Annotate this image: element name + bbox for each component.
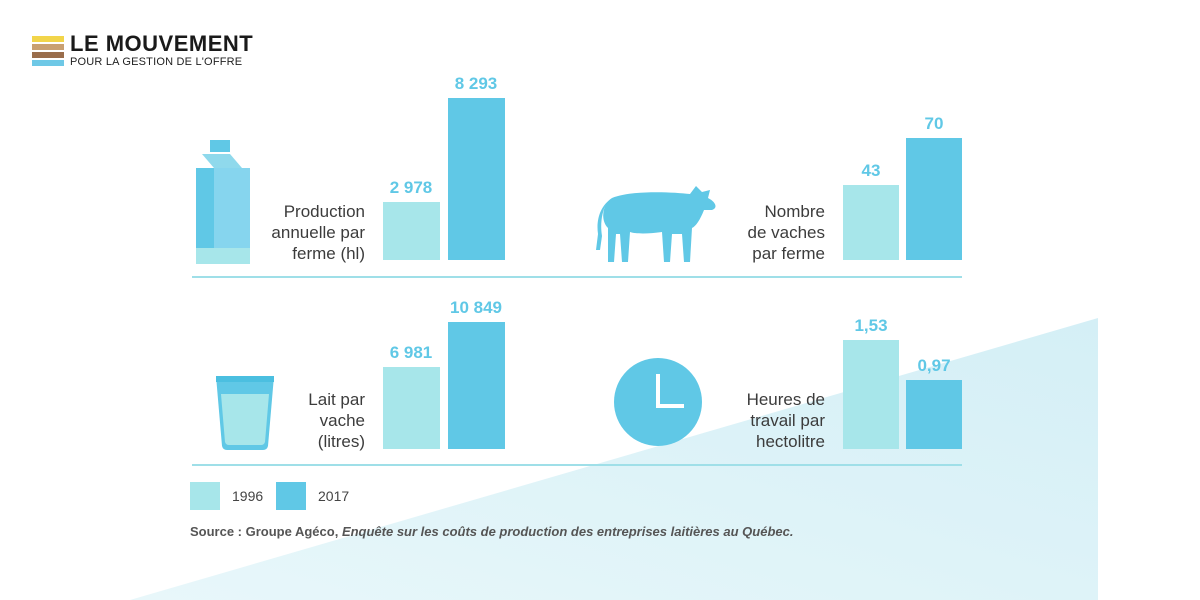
legend-item-2017: 2017 [276, 482, 349, 510]
label-line: hectolitre [756, 432, 825, 451]
data-label-2017: 0,97 [917, 356, 951, 375]
data-label-1996: 43 [861, 161, 881, 180]
divider-top [192, 276, 962, 278]
label-line: Production [283, 202, 365, 221]
brand-title: LE MOUVEMENT [70, 31, 254, 56]
label-line: vache [319, 411, 365, 430]
label-line: de vaches [747, 223, 826, 242]
bar-2017 [448, 322, 505, 449]
chart-label: Heures de travail par hectolitre [747, 389, 825, 452]
clock-icon [614, 358, 702, 446]
label-line: Heures de [746, 390, 825, 409]
logo-stripe [32, 44, 64, 50]
label-line: Nombre [764, 202, 825, 221]
label-line: ferme (hl) [292, 244, 365, 263]
brand-subtitle: POUR LA GESTION DE L'OFFRE [70, 56, 243, 68]
chart-label: Nombre de vaches par ferme [748, 201, 826, 264]
data-label-1996: 2 978 [389, 178, 433, 197]
cow-icon [596, 186, 716, 262]
label-line: (litres) [317, 432, 365, 451]
label-line: annuelle par [271, 223, 365, 242]
logo-stripes [32, 36, 64, 68]
bar-1996 [383, 367, 440, 449]
logo-stripe [32, 60, 64, 66]
data-label-2017: 70 [924, 114, 944, 133]
divider-bottom [192, 464, 962, 466]
data-label-2017: 8 293 [454, 74, 498, 93]
data-label-1996: 6 981 [389, 343, 433, 362]
bar-2017 [448, 98, 505, 260]
label-line: par ferme [752, 244, 825, 263]
legend-item-1996: 1996 [190, 482, 263, 510]
data-label-1996: 1,53 [854, 316, 888, 335]
bar-2017 [906, 138, 962, 260]
bar-2017 [906, 380, 962, 449]
source-prefix: Source : Groupe Agéco, [190, 524, 342, 539]
source-note: Source : Groupe Agéco, Enquête sur les c… [190, 524, 793, 539]
logo-stripe [32, 36, 64, 42]
milk-carton-icon [196, 140, 250, 264]
legend-label: 1996 [232, 488, 264, 504]
legend-swatch [276, 482, 306, 510]
legend-swatch [190, 482, 220, 510]
bar-1996 [383, 202, 440, 260]
label-line: travail par [750, 411, 825, 430]
label-line: Lait par [308, 390, 365, 409]
data-label-2017: 10 849 [450, 298, 502, 317]
bar-1996 [843, 185, 899, 260]
source-title: Enquête sur les coûts de production des … [341, 524, 794, 539]
legend-label: 2017 [318, 488, 350, 504]
bar-1996 [843, 340, 899, 449]
logo-stripe [32, 52, 64, 58]
glass-of-milk-icon [216, 376, 274, 450]
chart-label: Lait par vache (litres) [308, 389, 365, 452]
chart-label: Production annuelle par ferme (hl) [271, 201, 365, 264]
